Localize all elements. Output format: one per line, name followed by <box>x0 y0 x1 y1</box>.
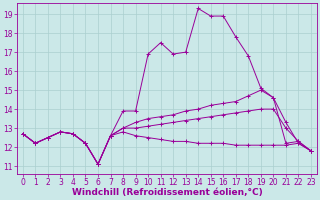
X-axis label: Windchill (Refroidissement éolien,°C): Windchill (Refroidissement éolien,°C) <box>72 188 262 197</box>
